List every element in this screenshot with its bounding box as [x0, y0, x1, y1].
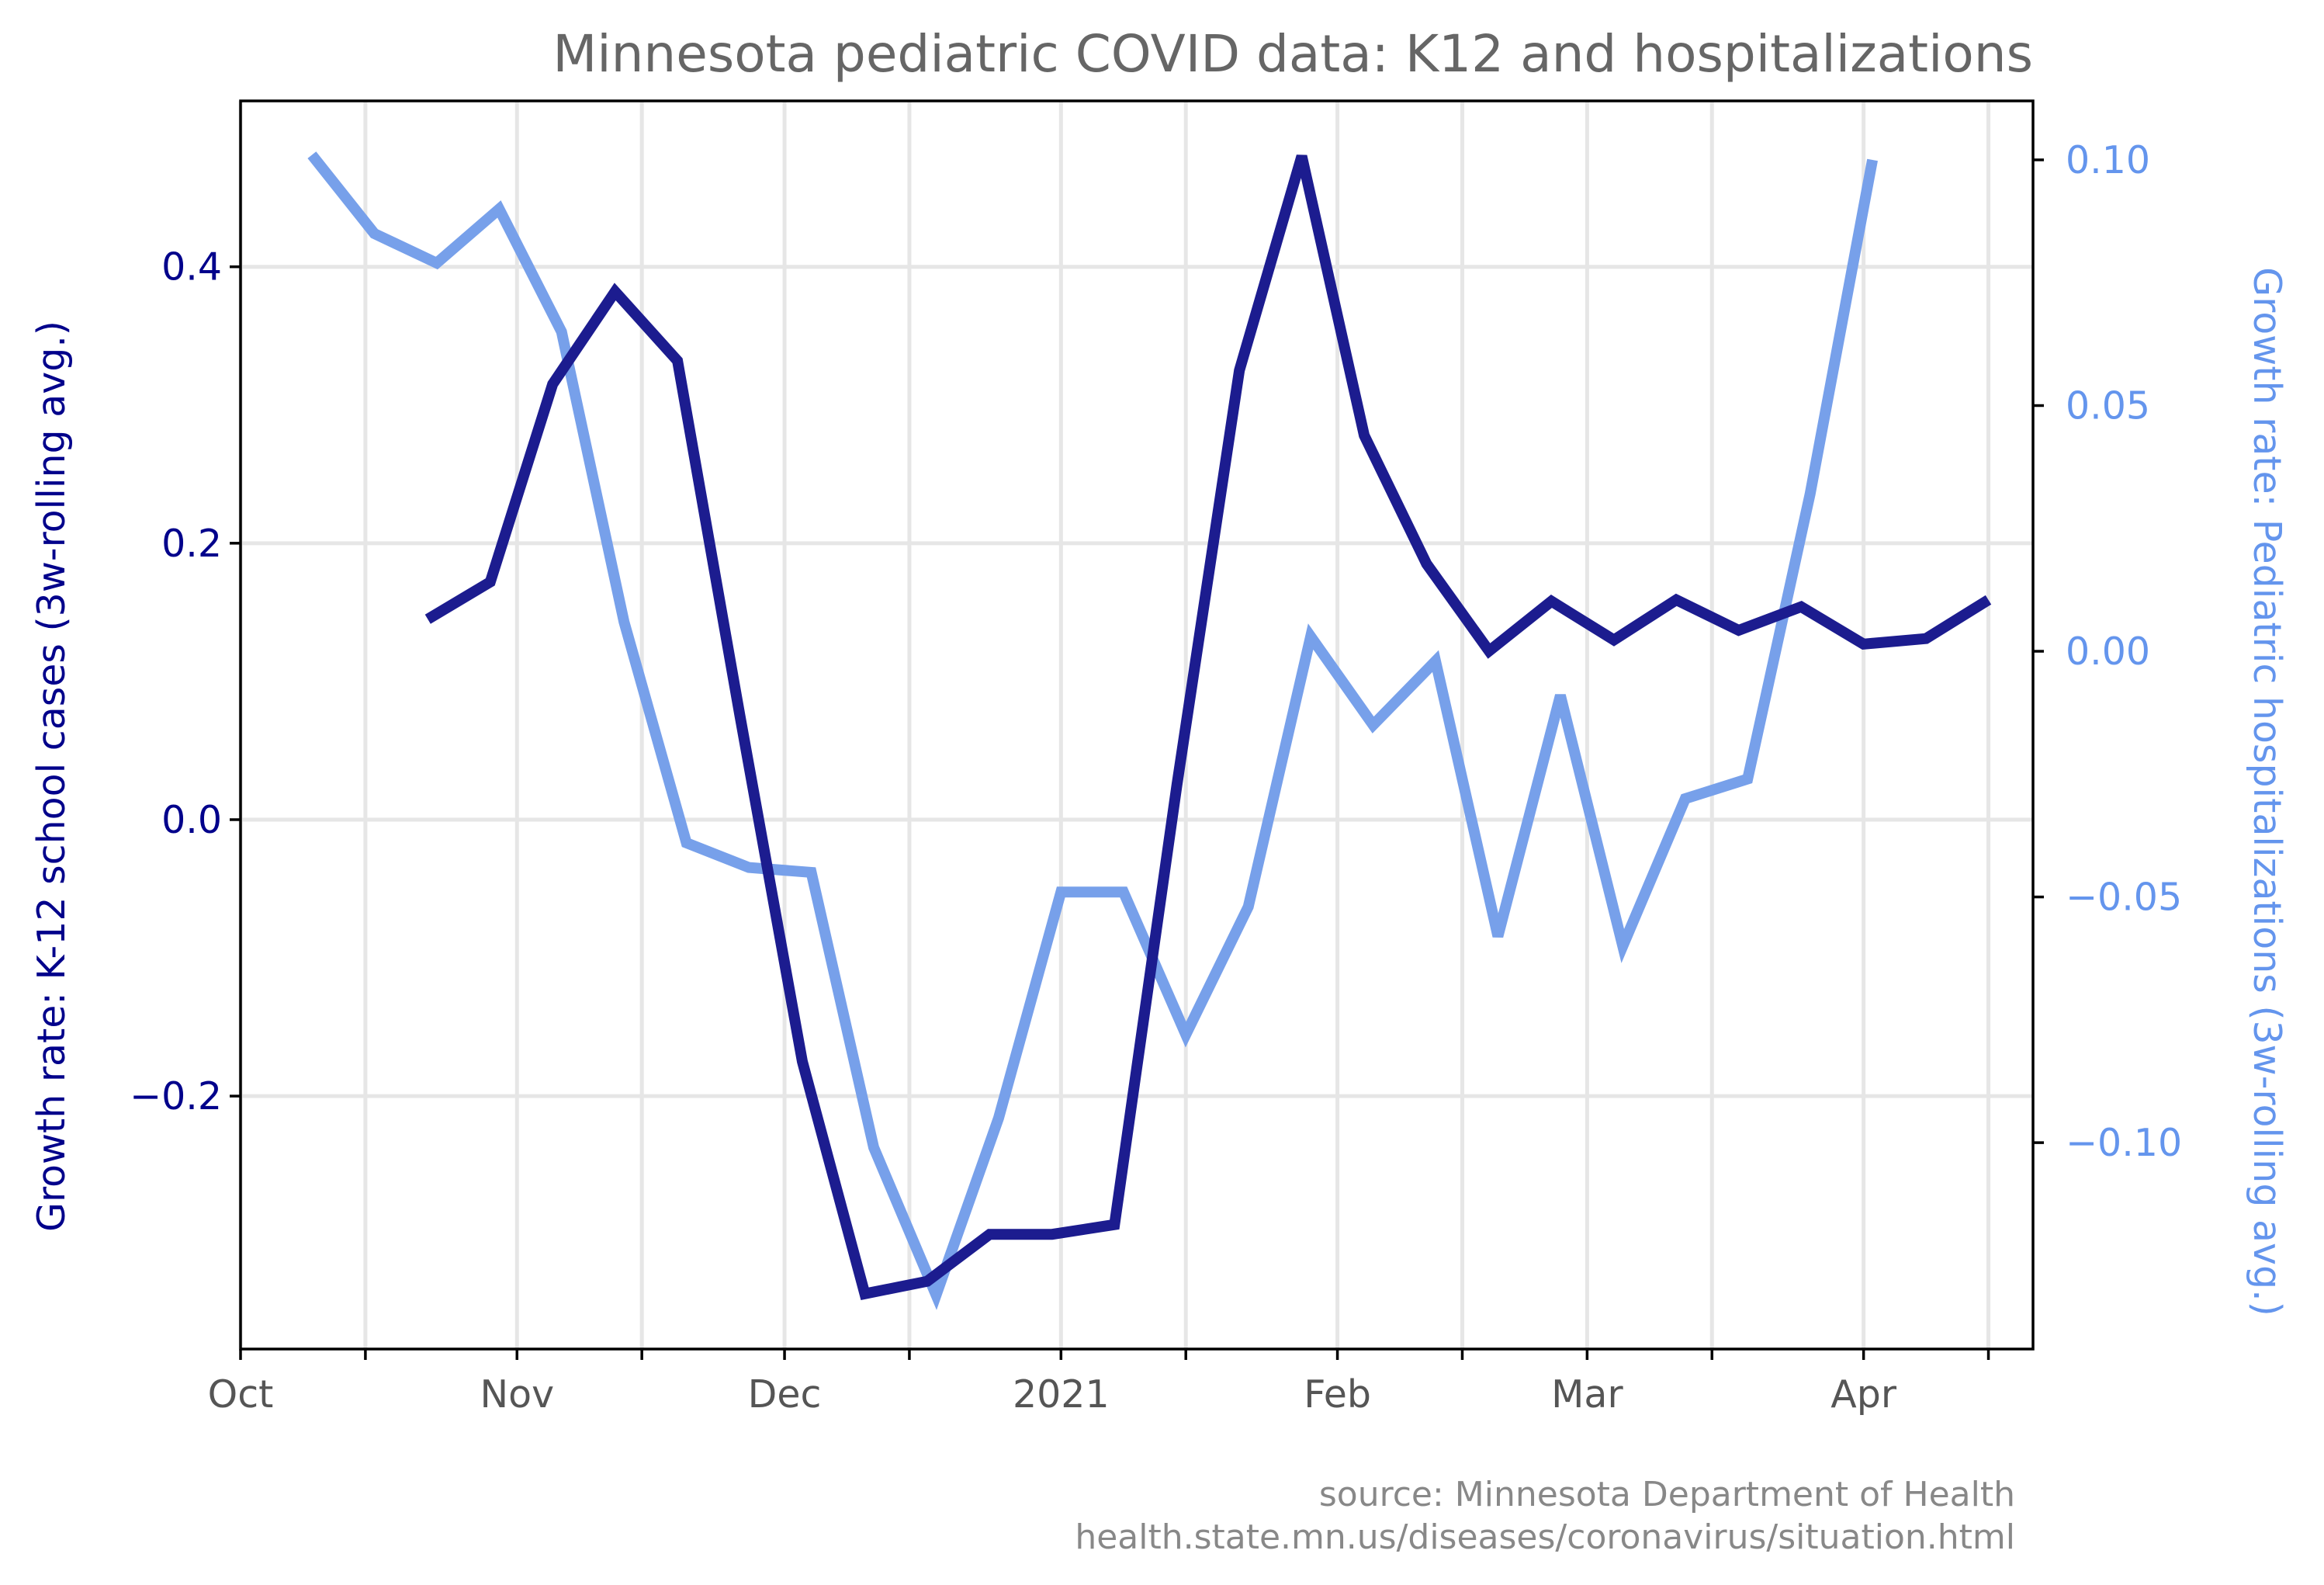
right-axis-label: Growth rate: Pediatric hospitalizations … — [2245, 267, 2289, 1316]
x-axis: Oct Nov Dec 2021 Feb Mar Apr — [208, 1349, 1990, 1417]
source-line-2: health.state.mn.us/diseases/coronavirus/… — [1075, 1517, 2015, 1557]
plot-frame — [239, 99, 2035, 1351]
right-y-tick-label: 0.00 — [2066, 629, 2150, 674]
left-axis-label: Growth rate: K-12 school cases (3w-rolli… — [29, 321, 74, 1232]
left-y-tick-label: 0.2 — [161, 522, 222, 566]
k12-growth-line — [424, 154, 1992, 1300]
left-y-tick-label: 0.0 — [161, 798, 222, 842]
chart-title: Minnesota pediatric COVID data: K12 and … — [552, 24, 2033, 84]
x-tick-label: Feb — [1304, 1372, 1371, 1417]
right-y-axis: 0.10 0.05 0.00 −0.05 −0.10 — [2033, 138, 2182, 1165]
left-y-tick-label: 0.4 — [161, 245, 222, 290]
left-y-tick-label: −0.2 — [130, 1074, 222, 1119]
right-y-tick-label: 0.05 — [2066, 384, 2150, 428]
hospitalization-growth-line — [307, 151, 1878, 1310]
source-line-1: source: Minnesota Department of Health — [1319, 1475, 2015, 1514]
x-tick-label: Mar — [1551, 1372, 1623, 1417]
x-tick-label: 2021 — [1013, 1372, 1110, 1417]
series-lines — [307, 151, 1992, 1310]
x-tick-label: Dec — [748, 1372, 822, 1417]
right-y-tick-label: −0.05 — [2066, 876, 2182, 920]
x-tick-label: Nov — [480, 1372, 554, 1417]
right-y-tick-label: 0.10 — [2066, 138, 2150, 182]
x-tick-label: Oct — [208, 1372, 274, 1417]
left-y-axis: 0.4 0.2 0.0 −0.2 — [130, 245, 241, 1119]
x-tick-label: Apr — [1830, 1372, 1897, 1417]
right-y-tick-label: −0.10 — [2066, 1121, 2182, 1165]
